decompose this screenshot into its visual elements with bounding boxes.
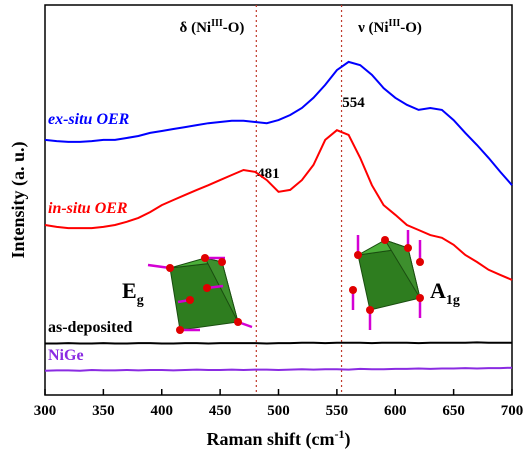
series-line (44, 129, 513, 281)
band-label: ν (NiIII-O) (357, 18, 422, 36)
x-tick-label: 350 (92, 403, 115, 419)
band-label: δ (NiIII-O) (180, 18, 245, 36)
mode-label-sub: g (137, 293, 144, 308)
series-line (44, 366, 513, 372)
eg-octahedron-icon (147, 254, 253, 334)
x-axis-label: Raman shift (cm-1) (207, 427, 351, 450)
x-tick-label: 450 (209, 403, 232, 419)
series-label: ex-situ OER (48, 111, 130, 128)
x-tick-label: 550 (326, 403, 349, 419)
x-tick-label: 650 (442, 403, 465, 419)
y-axis-label: Intensity (a. u.) (8, 141, 29, 258)
series-label: in-situ OER (48, 200, 128, 217)
band-label-tail: -O) (223, 20, 245, 36)
x-tick-label: 500 (267, 403, 290, 419)
series-line (45, 341, 512, 345)
series-line (44, 60, 513, 186)
peak-label: 554 (342, 95, 365, 111)
series-label: as-deposited (48, 319, 133, 336)
a1g-octahedron-icon (349, 230, 424, 330)
mode-label-text: E (122, 278, 137, 303)
x-axis-label-tail: ) (345, 429, 351, 450)
band-label-text: δ (Ni (180, 20, 212, 36)
mode-label: A1g (430, 278, 460, 308)
mode-label: Eg (122, 278, 144, 308)
x-tick-label: 400 (151, 403, 174, 419)
band-label-text: ν (Ni (357, 20, 388, 36)
x-tick-label: 300 (34, 403, 57, 419)
band-label-sup: III (211, 18, 223, 29)
x-axis-label-text: Raman shift (cm (207, 429, 335, 450)
series-label: NiGe (48, 347, 84, 364)
x-tick-label: 600 (384, 403, 407, 419)
mode-label-text: A (430, 278, 446, 303)
band-label-sup: III (389, 18, 401, 29)
band-label-tail: -O) (400, 20, 422, 36)
peak-label: 481 (257, 166, 280, 182)
mode-label-sub: 1g (446, 293, 460, 308)
x-tick-label: 700 (501, 403, 524, 419)
x-axis-label-sup: -1 (335, 427, 345, 441)
